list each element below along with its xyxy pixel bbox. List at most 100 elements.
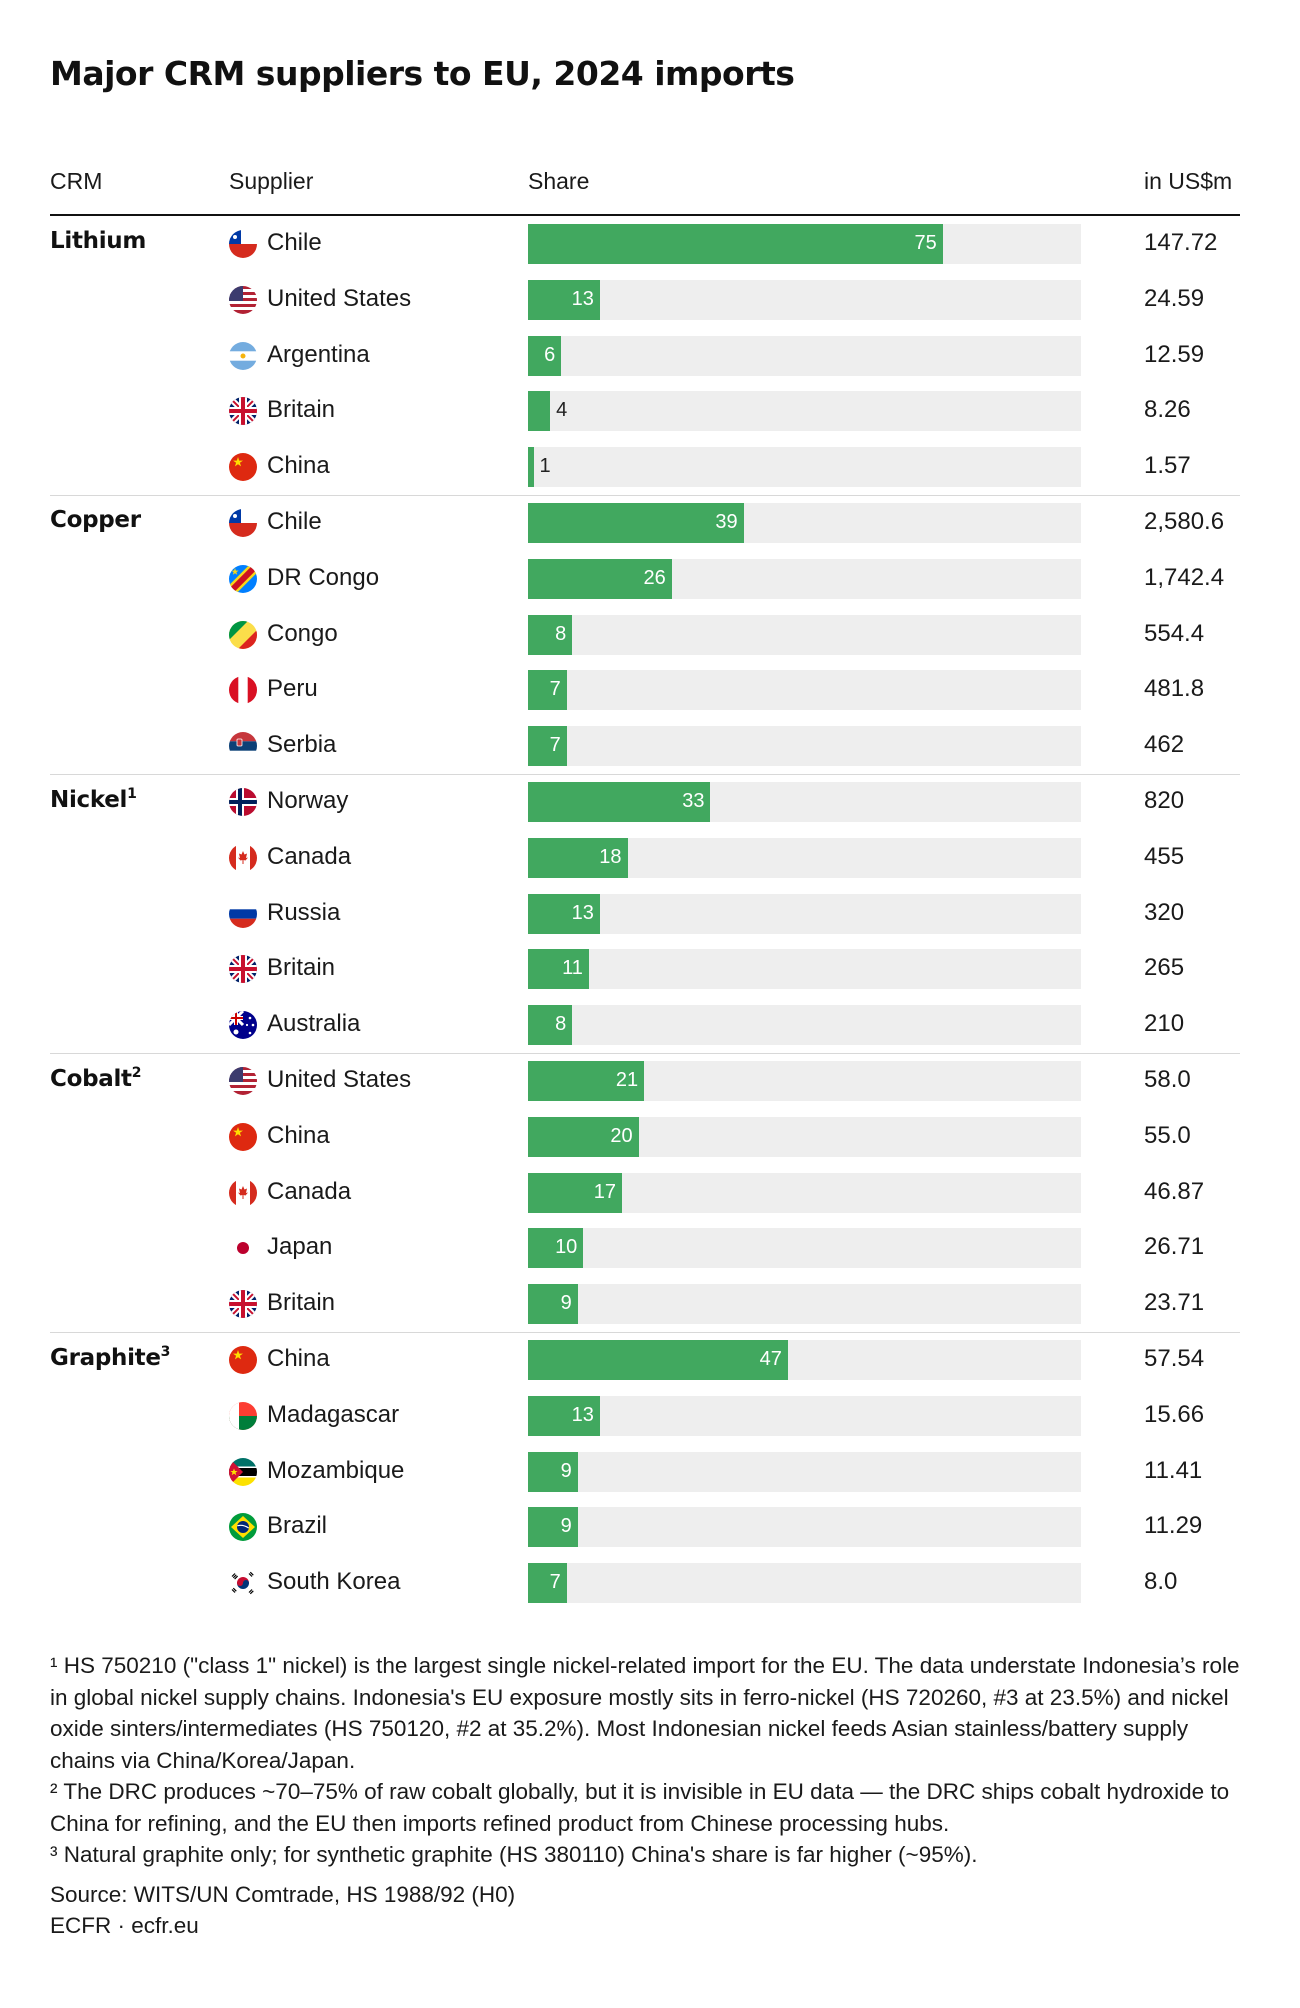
footnote-3: ³ Natural graphite only; for synthetic g… — [50, 1842, 978, 1867]
share-bar-track: 21 — [528, 1061, 1081, 1101]
share-bar-track: 20 — [528, 1117, 1081, 1157]
share-bar — [528, 503, 744, 543]
share-bar — [528, 726, 567, 766]
china-flag-icon — [229, 1346, 257, 1374]
chart-row: Congo 8 554.4 — [0, 607, 1300, 663]
supplier-name: Chile — [267, 508, 322, 535]
share-bar — [528, 1452, 578, 1492]
crm-name: Graphite — [50, 1345, 161, 1371]
dr-congo-flag-icon — [229, 565, 257, 593]
import-value: 8.0 — [1144, 1568, 1178, 1595]
crm-name: Lithium — [50, 228, 147, 254]
uk-flag-icon — [229, 397, 257, 425]
supplier-name: Britain — [267, 954, 336, 981]
supplier-name: Canada — [267, 843, 352, 870]
column-header-crm: CRM — [50, 168, 103, 194]
share-label: 13 — [571, 288, 594, 310]
chart-row: Britain 4 8.26 — [0, 383, 1300, 439]
share-label: 20 — [610, 1125, 633, 1147]
supplier-name: Japan — [267, 1233, 333, 1260]
footnote-2: ² The DRC produces ~70–75% of raw cobalt… — [50, 1779, 1230, 1836]
footnote-marker: 2 — [131, 1065, 142, 1081]
crm-label: Cobalt2 — [50, 1065, 142, 1092]
share-label: 9 — [560, 1515, 572, 1537]
import-value: 554.4 — [1144, 620, 1205, 647]
group-separator — [50, 1053, 1240, 1054]
china-flag-icon — [229, 1123, 257, 1151]
china-flag-icon — [229, 453, 257, 481]
share-bar-track: 9 — [528, 1507, 1081, 1547]
supplier-name: Britain — [267, 1289, 336, 1316]
share-bar — [528, 391, 551, 431]
uk-flag-icon — [229, 955, 257, 983]
crm-label: Lithium — [50, 228, 146, 254]
header-rule — [50, 214, 1240, 216]
import-value: 11.29 — [1144, 1512, 1203, 1539]
chart-row: China 20 55.0 — [0, 1109, 1300, 1165]
share-bar-track: 8 — [528, 1005, 1081, 1045]
supplier-name: Congo — [267, 620, 338, 647]
crm-name: Cobalt — [50, 1066, 132, 1092]
import-value: 8.26 — [1144, 396, 1191, 423]
import-value: 26.71 — [1144, 1233, 1205, 1260]
group-separator — [50, 1332, 1240, 1333]
share-bar-track: 13 — [528, 894, 1081, 934]
chart-row: Copper Chile 39 2,580.6 — [0, 495, 1300, 551]
share-bar-track: 4 — [528, 391, 1081, 431]
chart-row: Russia 13 320 — [0, 886, 1300, 942]
share-bar — [528, 1173, 622, 1213]
chile-flag-icon — [229, 230, 257, 258]
import-value: 455 — [1144, 843, 1185, 870]
share-bar-track: 75 — [528, 224, 1081, 264]
share-bar-track: 9 — [528, 1284, 1081, 1324]
share-bar — [528, 1340, 788, 1380]
import-value: 11.41 — [1144, 1457, 1203, 1484]
share-bar — [528, 1284, 578, 1324]
supplier-name: United States — [267, 285, 412, 312]
share-bar-track: 17 — [528, 1173, 1081, 1213]
usa-flag-icon — [229, 286, 257, 314]
footnotes: ¹ HS 750210 ("class 1" nickel) is the la… — [50, 1650, 1250, 1942]
supplier-name: Argentina — [267, 341, 370, 368]
supplier-name: Mozambique — [267, 1457, 405, 1484]
import-value: 481.8 — [1144, 675, 1205, 702]
crm-name: Copper — [50, 507, 141, 533]
column-header-value: in US$m — [1144, 168, 1233, 194]
share-bar-track: 10 — [528, 1228, 1081, 1268]
share-bar — [528, 1061, 645, 1101]
chart-title: Major CRM suppliers to EU, 2024 imports — [50, 54, 795, 93]
share-bar-track: 7 — [528, 726, 1081, 766]
share-bar — [528, 782, 711, 822]
import-value: 147.72 — [1144, 229, 1218, 256]
south-korea-flag-icon — [229, 1569, 257, 1597]
share-bar-track: 7 — [528, 670, 1081, 710]
column-header-share: Share — [528, 168, 590, 194]
crm-label: Nickel1 — [50, 786, 137, 813]
chart-row: Britain 11 265 — [0, 941, 1300, 997]
share-label: 9 — [560, 1460, 572, 1482]
import-value: 1,742.4 — [1144, 564, 1225, 591]
supplier-name: China — [267, 452, 330, 479]
share-bar — [528, 447, 534, 487]
crm-label: Graphite3 — [50, 1344, 170, 1371]
share-bar — [528, 336, 562, 376]
supplier-name: China — [267, 1345, 330, 1372]
congo-flag-icon — [229, 621, 257, 649]
japan-flag-icon — [229, 1234, 257, 1262]
share-bar-track: 1 — [528, 447, 1081, 487]
share-label: 13 — [571, 1404, 594, 1426]
share-bar-track: 9 — [528, 1452, 1081, 1492]
share-label: 7 — [549, 1571, 561, 1593]
chart-row: Britain 9 23.71 — [0, 1276, 1300, 1332]
madagascar-flag-icon — [229, 1402, 257, 1430]
import-value: 58.0 — [1144, 1066, 1191, 1093]
supplier-name: DR Congo — [267, 564, 380, 591]
share-bar-track: 13 — [528, 280, 1081, 320]
import-value: 820 — [1144, 787, 1185, 814]
group-separator — [50, 495, 1240, 496]
share-bar-track: 6 — [528, 336, 1081, 376]
footnote-marker: 1 — [127, 786, 137, 802]
norway-flag-icon — [229, 788, 257, 816]
peru-flag-icon — [229, 676, 257, 704]
share-bar — [528, 894, 600, 934]
